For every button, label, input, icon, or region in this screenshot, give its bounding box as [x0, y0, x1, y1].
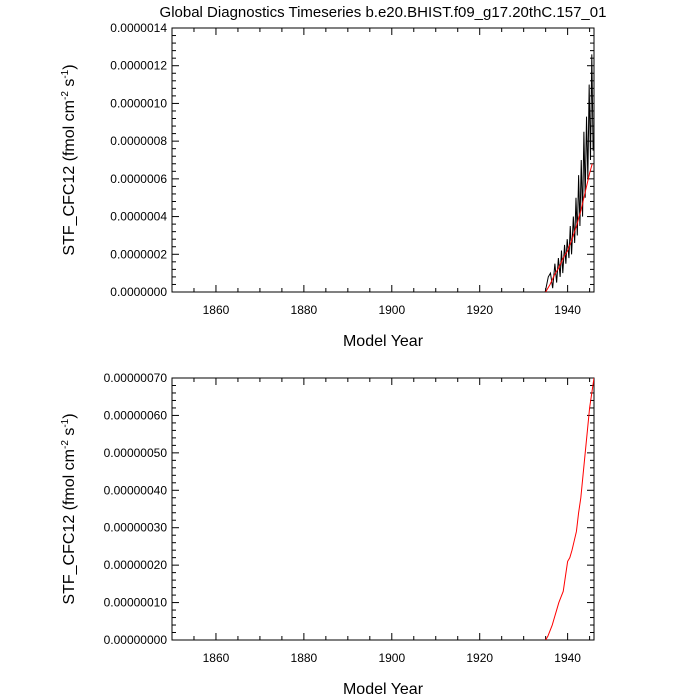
y-tick-label: 0.0000012: [110, 59, 167, 73]
y-tick-label: 0.0000002: [110, 247, 167, 261]
x-tick-label: 1860: [203, 651, 230, 665]
x-tick-label: 1900: [378, 651, 405, 665]
y-tick-label: 0.00000040: [104, 483, 168, 497]
x-tick-label: 1880: [291, 303, 318, 317]
x-tick-label: 1860: [203, 303, 230, 317]
x-tick-label: 1920: [466, 651, 493, 665]
plot-frame: [171, 27, 595, 293]
series-line-monthly: [544, 54, 594, 292]
y-axis-label-part: s: [61, 428, 78, 440]
chart-title: Global Diagnostics Timeseries b.e20.BHIS…: [160, 4, 607, 21]
y-tick-label: 0.00000050: [104, 446, 168, 460]
y-axis-label: STF_CFC12 (fmol cm-2 s-1): [60, 64, 78, 255]
x-tick-label: 1940: [554, 651, 581, 665]
y-axis-label-part: -2: [60, 440, 71, 449]
y-tick-label: 0.00000070: [104, 371, 168, 385]
x-tick-label: 1940: [554, 303, 581, 317]
y-axis-label-part: s: [61, 79, 78, 91]
y-axis-label-part: ): [61, 413, 78, 418]
plot-frame: [171, 377, 595, 641]
y-tick-label: 0.0000014: [110, 21, 167, 35]
y-tick-label: 0.0000004: [110, 210, 167, 224]
y-axis-label-part: STF_CFC12 (fmol cm: [61, 449, 78, 605]
y-tick-label: 0.00000030: [104, 521, 168, 535]
y-tick-label: 0.00000060: [104, 408, 168, 422]
series-line-smoothed: [545, 163, 593, 292]
y-tick-label: 0.0000000: [110, 285, 167, 299]
y-axis-label-part: ): [61, 64, 78, 69]
chart-panel-1: 1860 1880 1900 1920 1940 0.0000000 0.0000002 0.…: [60, 21, 595, 350]
series-line-annual: [545, 378, 594, 640]
y-tick-label: 0.00000020: [104, 558, 168, 572]
x-tick-label: 1920: [466, 303, 493, 317]
y-axis-label: STF_CFC12 (fmol cm-2 s-1): [60, 413, 78, 604]
chart-panel-2: 1860 1880 1900 1920 1940 0.00000000 0.00000010…: [60, 371, 595, 698]
y-tick-label: 0.00000010: [104, 596, 168, 610]
y-axis-label-part: STF_CFC12 (fmol cm: [61, 100, 78, 256]
x-tick-label: 1880: [291, 651, 318, 665]
y-tick-label: 0.0000006: [110, 172, 167, 186]
y-axis-label-part: -1: [60, 418, 71, 427]
y-tick-label: 0.00000000: [104, 633, 168, 647]
x-axis-label: Model Year: [343, 333, 424, 350]
y-tick-label: 0.0000008: [110, 134, 167, 148]
y-tick-label: 0.0000010: [110, 96, 167, 110]
y-axis-label-part: -1: [60, 69, 71, 78]
y-axis-label-part: -2: [60, 91, 71, 100]
x-tick-label: 1900: [378, 303, 405, 317]
x-axis-label: Model Year: [343, 681, 424, 698]
